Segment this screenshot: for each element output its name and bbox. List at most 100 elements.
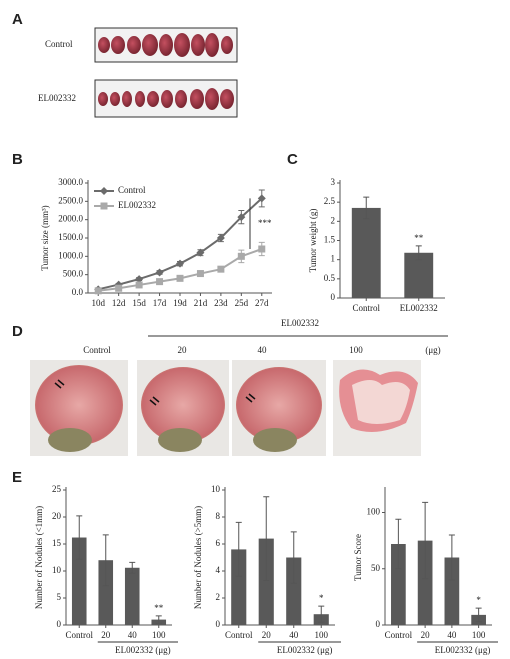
x-tick-label: 20 <box>262 630 272 640</box>
point <box>176 274 184 282</box>
y-tick-label: 2500.0 <box>58 195 83 205</box>
bar <box>231 549 247 625</box>
y-tick-label: 3 <box>331 177 336 187</box>
x-tick-label: Control <box>225 630 253 640</box>
error-bar <box>235 521 242 577</box>
column-label: 100 <box>349 345 363 355</box>
x-tick-label: 20 <box>421 630 431 640</box>
y-tick-label: 25 <box>52 484 62 494</box>
y-tick-label: 6 <box>216 538 221 548</box>
panel-label: B <box>12 151 23 168</box>
point <box>216 234 225 242</box>
panel-label: E <box>12 469 22 486</box>
y-tick-label: 1.5 <box>324 235 336 245</box>
x-tick-label: 40 <box>128 630 138 640</box>
x-tick-label: 40 <box>447 630 457 640</box>
error-bar <box>363 196 370 220</box>
error-bar <box>129 561 136 574</box>
x-tick-label: 25d <box>235 298 249 308</box>
y-axis-label: Number of Nodules (<1mm) <box>34 506 44 609</box>
significance-label: ** <box>414 233 424 243</box>
x-tick-label: 20 <box>101 630 111 640</box>
unit-label: (μg) <box>425 345 440 355</box>
y-tick-label: 0 <box>216 619 221 629</box>
error-bar <box>155 615 162 624</box>
legend-marker <box>100 187 108 195</box>
intestine-photo <box>137 360 229 456</box>
bar <box>351 207 381 298</box>
x-tick-label: 15d <box>132 298 146 308</box>
point <box>176 259 184 268</box>
error-bar <box>448 534 455 581</box>
row-label: EL002332 <box>38 93 76 103</box>
x-tick-label: 17d <box>153 298 167 308</box>
bar <box>258 538 274 625</box>
y-tick-label: 1000.0 <box>58 250 83 260</box>
tumor-photo <box>94 27 238 63</box>
y-tick-label: 2000.0 <box>58 214 83 224</box>
y-tick-label: 0 <box>331 292 336 302</box>
x-tick-label: Control <box>65 630 93 640</box>
y-tick-label: 3000.0 <box>58 177 83 187</box>
y-tick-label: 100 <box>367 507 381 517</box>
y-tick-label: 5 <box>57 592 62 602</box>
point <box>135 275 144 284</box>
bar <box>286 557 302 625</box>
bar <box>404 252 434 298</box>
x-tick-label: Control <box>352 303 380 313</box>
y-tick-label: 50 <box>371 563 381 573</box>
y-tick-label: 0.0 <box>72 287 84 297</box>
point <box>257 194 266 203</box>
y-tick-label: 0 <box>376 619 381 629</box>
point <box>156 278 164 286</box>
point <box>155 268 164 277</box>
x-tick-label: EL002332 <box>400 303 438 313</box>
y-tick-label: 2 <box>216 592 221 602</box>
y-tick-label: 500.0 <box>63 269 84 279</box>
y-axis-label: Tumor size (mm³) <box>40 205 50 270</box>
point <box>135 281 143 289</box>
bar <box>417 540 433 625</box>
y-axis-label: Tumor Score <box>353 534 363 581</box>
y-tick-label: 10 <box>52 565 62 575</box>
error-bar <box>395 518 402 570</box>
bar <box>444 557 460 625</box>
point <box>196 270 204 278</box>
point <box>237 252 245 260</box>
error-bar <box>422 501 429 580</box>
significance-label: ** <box>154 603 164 613</box>
column-label: 40 <box>258 345 268 355</box>
point <box>94 287 102 295</box>
legend-label: Control <box>118 185 146 195</box>
y-tick-label: 0 <box>57 619 62 629</box>
x-tick-label: 40 <box>289 630 299 640</box>
y-tick-label: 8 <box>216 511 221 521</box>
y-tick-label: 4 <box>216 565 221 575</box>
y-tick-label: 2 <box>331 215 336 225</box>
x-tick-label: 12d <box>112 298 126 308</box>
x-tick-label: 10d <box>91 298 105 308</box>
significance-label: * <box>476 595 481 605</box>
significance-label: * <box>319 593 324 603</box>
error-bar <box>475 607 482 623</box>
x-tick-label: 100 <box>472 630 486 640</box>
x-tick-label: 100 <box>152 630 166 640</box>
column-label: 20 <box>178 345 188 355</box>
point <box>258 245 266 253</box>
bar <box>124 567 140 625</box>
column-label: Control <box>83 345 111 355</box>
y-tick-label: 15 <box>52 538 62 548</box>
panel-label: A <box>12 11 23 28</box>
intestine-photo <box>232 360 326 456</box>
y-tick-label: 20 <box>52 511 62 521</box>
y-tick-label: 10 <box>211 484 221 494</box>
bar <box>71 537 87 625</box>
x-axis-label: EL002332 (μg) <box>115 645 171 655</box>
bar <box>391 544 406 625</box>
bar <box>98 560 114 625</box>
y-tick-label: 0.5 <box>324 273 336 283</box>
point <box>196 248 205 257</box>
point <box>115 284 123 292</box>
legend-marker <box>100 202 108 210</box>
